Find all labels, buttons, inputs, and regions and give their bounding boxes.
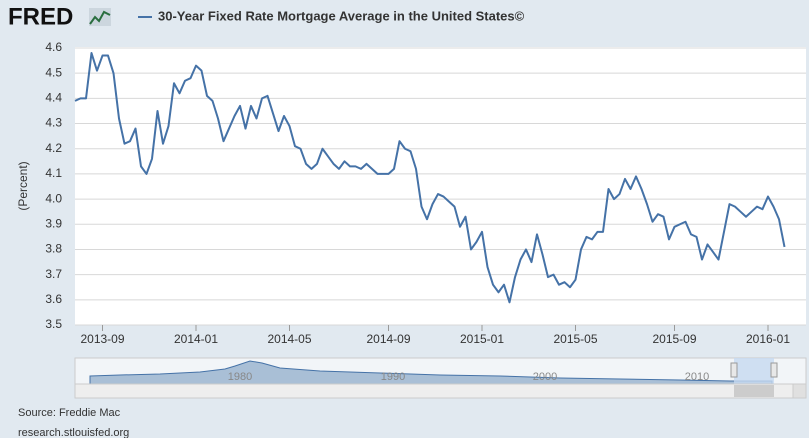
navigator-label: 1980 <box>228 371 252 383</box>
navigator <box>74 357 807 399</box>
y-tick-label: 4.0 <box>45 191 62 205</box>
y-tick-label: 4.2 <box>45 141 62 155</box>
y-tick-label: 4.5 <box>45 65 62 79</box>
y-tick-label: 3.8 <box>45 242 62 256</box>
y-tick-label: 3.5 <box>45 317 62 331</box>
series-line <box>74 52 786 304</box>
plot-area <box>75 47 806 325</box>
x-tick-label: 2014-09 <box>366 332 410 346</box>
y-tick-label: 3.9 <box>45 216 62 230</box>
x-tick-label: 2015-09 <box>652 332 696 346</box>
logo: FRED <box>8 3 73 30</box>
source-url: research.stlouisfed.org <box>18 427 129 438</box>
legend-label: 30-Year Fixed Rate Mortgage Average in t… <box>158 8 525 23</box>
x-tick-label: 2013-09 <box>80 332 124 346</box>
source: Source: Freddie Mac <box>18 407 121 419</box>
y-tick-label: 4.3 <box>45 116 62 130</box>
y-tick-label: 4.6 <box>45 40 62 54</box>
y-tick-label: 4.1 <box>45 166 62 180</box>
navigator-label: 2000 <box>533 371 557 383</box>
x-tick-label: 2015-05 <box>553 332 597 346</box>
y-tick-label: 4.4 <box>45 91 62 105</box>
logo-icon <box>89 8 111 26</box>
navigator-label: 2010 <box>685 371 709 383</box>
x-tick-label: 2014-01 <box>174 332 218 346</box>
y-axis-label: (Percent) <box>16 161 30 210</box>
y-tick-label: 3.7 <box>45 267 62 281</box>
x-tick-label: 2016-01 <box>746 332 790 346</box>
x-tick-label: 2014-05 <box>267 332 311 346</box>
navigator-label: 1990 <box>381 371 405 383</box>
y-tick-label: 3.6 <box>45 292 62 306</box>
x-tick-label: 2015-01 <box>460 332 504 346</box>
